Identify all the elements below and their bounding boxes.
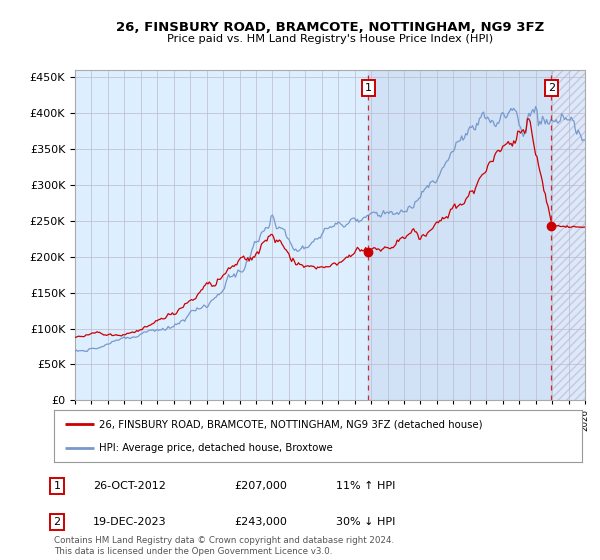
Text: 1: 1	[53, 481, 61, 491]
Text: £243,000: £243,000	[234, 517, 287, 527]
Text: 26, FINSBURY ROAD, BRAMCOTE, NOTTINGHAM, NG9 3FZ (detached house): 26, FINSBURY ROAD, BRAMCOTE, NOTTINGHAM,…	[99, 419, 482, 430]
Text: 2: 2	[548, 83, 555, 93]
Text: Contains HM Land Registry data © Crown copyright and database right 2024.
This d: Contains HM Land Registry data © Crown c…	[54, 536, 394, 556]
Bar	[368, 70, 551, 400]
Text: 30% ↓ HPI: 30% ↓ HPI	[336, 517, 395, 527]
Text: 11% ↑ HPI: 11% ↑ HPI	[336, 481, 395, 491]
Text: Price paid vs. HM Land Registry's House Price Index (HPI): Price paid vs. HM Land Registry's House …	[167, 34, 493, 44]
Text: £207,000: £207,000	[234, 481, 287, 491]
Text: 1: 1	[365, 83, 371, 93]
Text: 19-DEC-2023: 19-DEC-2023	[93, 517, 167, 527]
Text: 26, FINSBURY ROAD, BRAMCOTE, NOTTINGHAM, NG9 3FZ: 26, FINSBURY ROAD, BRAMCOTE, NOTTINGHAM,…	[116, 21, 544, 34]
Text: 26-OCT-2012: 26-OCT-2012	[93, 481, 166, 491]
Text: HPI: Average price, detached house, Broxtowe: HPI: Average price, detached house, Brox…	[99, 443, 332, 453]
Text: 2: 2	[53, 517, 61, 527]
Bar	[551, 70, 585, 400]
